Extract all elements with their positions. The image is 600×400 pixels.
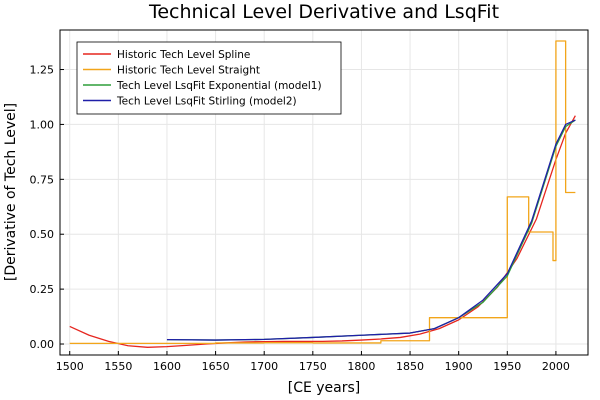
y-axis: 0.00 0.25 0.50 0.75 1.00 1.25	[30, 64, 64, 351]
chart-title: Technical Level Derivative and LsqFit	[148, 1, 499, 23]
y-tick-label: 0.50	[30, 228, 55, 241]
x-tick-label: 1950	[493, 360, 521, 373]
series-line-1	[69, 115, 576, 348]
legend: Historic Tech Level Spline Historic Tech …	[76, 41, 342, 115]
series-line-3	[166, 119, 576, 341]
y-tick-label: 1.00	[30, 118, 55, 131]
x-tick-label: 1850	[396, 360, 424, 373]
y-tick-label: 0.00	[30, 338, 55, 351]
y-axis-label: [Derivative of Tech Level]	[3, 103, 19, 281]
series-line-2	[69, 40, 576, 345]
x-tick-label: 1550	[104, 360, 132, 373]
legend-box	[76, 41, 342, 115]
series-layer	[69, 40, 576, 348]
y-tick-label: 1.25	[30, 64, 55, 77]
x-tick-label: 1800	[347, 360, 375, 373]
x-tick-label: 1700	[250, 360, 278, 373]
x-tick-label: 1600	[153, 360, 181, 373]
x-axis: 1500 1550 1600 1650 1700 1750 1800 1850 1900 1950…	[56, 351, 570, 373]
legend-label: Tech Level LsqFit Stirling (model2)	[116, 96, 297, 108]
x-axis-label: [CE years]	[288, 380, 361, 396]
x-tick-label: 1500	[56, 360, 84, 373]
series-line-4	[166, 119, 576, 341]
legend-label: Historic Tech Level Straight	[117, 65, 260, 77]
x-tick-label: 1750	[299, 360, 327, 373]
x-tick-label: 1650	[202, 360, 230, 373]
plot-frame	[59, 29, 589, 356]
x-tick-label: 1900	[445, 360, 473, 373]
legend-label: Historic Tech Level Spline	[117, 49, 250, 61]
legend-label: Tech Level LsqFit Exponential (model1)	[116, 80, 322, 92]
y-tick-label: 0.25	[30, 283, 55, 296]
x-tick-label: 2000	[542, 360, 570, 373]
y-tick-label: 0.75	[30, 173, 55, 186]
